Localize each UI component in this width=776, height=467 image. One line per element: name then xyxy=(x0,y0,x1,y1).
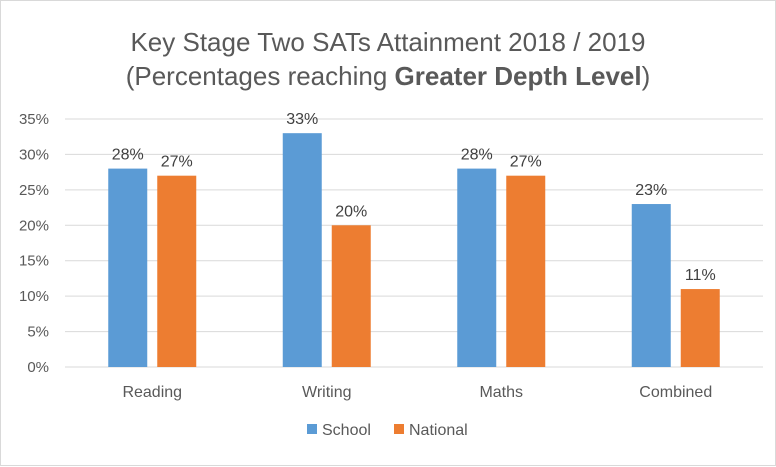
data-label: 33% xyxy=(286,111,318,128)
bar-national-maths xyxy=(506,175,546,367)
chart-title-line2-prefix: (Percentages reaching xyxy=(125,61,395,91)
data-label: 28% xyxy=(112,147,144,164)
legend-label-national: National xyxy=(409,422,468,439)
data-label: 27% xyxy=(510,154,542,171)
bar-school-reading xyxy=(108,168,148,367)
chart-title-line1: Key Stage Two SATs Attainment 2018 / 201… xyxy=(130,27,646,57)
y-tick-label: 15% xyxy=(19,253,49,270)
bar-school-maths xyxy=(457,168,497,367)
y-tick-label: 5% xyxy=(27,324,49,341)
data-label: 23% xyxy=(635,182,667,199)
bar-school-combined xyxy=(631,204,671,367)
y-tick-label: 35% xyxy=(19,111,49,128)
x-category-label: Writing xyxy=(302,384,352,401)
data-label: 20% xyxy=(335,203,367,220)
x-category-label: Combined xyxy=(639,384,712,401)
chart-title-line2-suffix: ) xyxy=(641,61,651,91)
x-axis-categories: Reading Writing Maths Combined xyxy=(122,384,712,401)
legend-swatch-school xyxy=(307,424,317,434)
bar-national-combined xyxy=(680,289,720,367)
y-tick-label: 20% xyxy=(19,217,49,234)
x-category-label: Maths xyxy=(479,384,523,401)
data-label: 11% xyxy=(685,267,716,284)
y-tick-label: 10% xyxy=(19,288,49,305)
legend-swatch-national xyxy=(394,424,404,434)
bar-school-writing xyxy=(282,133,322,367)
legend-label-school: School xyxy=(322,422,371,439)
chart-title: Key Stage Two SATs Attainment 2018 / 201… xyxy=(1,25,775,93)
bar-national-reading xyxy=(157,175,197,367)
data-label: 27% xyxy=(161,154,193,171)
y-tick-label: 0% xyxy=(27,359,49,376)
data-label: 28% xyxy=(461,147,493,164)
data-labels: 28% 27% 33% 20% 28% 27% 23% 11% xyxy=(112,111,716,284)
chart-title-line2: (Percentages reaching Greater Depth Leve… xyxy=(1,59,775,93)
y-tick-label: 30% xyxy=(19,146,49,163)
x-category-label: Reading xyxy=(122,384,182,401)
bar-national-writing xyxy=(331,225,371,367)
chart-title-line2-bold: Greater Depth Level xyxy=(394,61,642,91)
legend: School National xyxy=(307,422,468,439)
y-axis-ticks: 0% 5% 10% 15% 20% 25% 30% 35% xyxy=(19,111,49,376)
y-tick-label: 25% xyxy=(19,182,49,199)
bars xyxy=(108,133,720,367)
